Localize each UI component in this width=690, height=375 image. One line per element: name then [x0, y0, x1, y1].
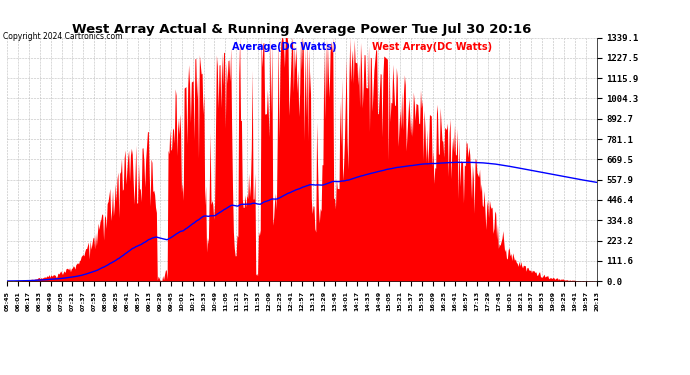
- Text: Average(DC Watts): Average(DC Watts): [232, 42, 337, 52]
- Text: Copyright 2024 Cartronics.com: Copyright 2024 Cartronics.com: [3, 32, 123, 41]
- Title: West Array Actual & Running Average Power Tue Jul 30 20:16: West Array Actual & Running Average Powe…: [72, 23, 531, 36]
- Text: West Array(DC Watts): West Array(DC Watts): [372, 42, 492, 52]
